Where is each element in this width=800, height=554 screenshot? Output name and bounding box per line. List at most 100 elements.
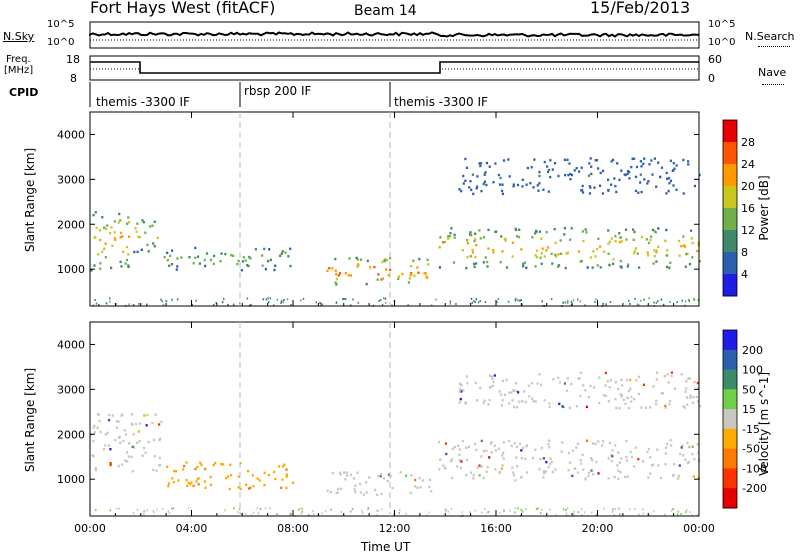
scatter-point bbox=[301, 507, 304, 510]
scatter-point bbox=[575, 167, 578, 170]
scatter-point bbox=[233, 507, 235, 510]
scatter-point bbox=[428, 478, 431, 481]
scatter-point bbox=[626, 170, 630, 173]
scatter-point bbox=[685, 380, 688, 383]
scatter-point bbox=[582, 239, 585, 243]
scatter-point bbox=[677, 510, 680, 513]
scatter-point bbox=[502, 441, 505, 444]
scatter-point bbox=[553, 228, 556, 231]
scatter-point bbox=[127, 264, 130, 267]
scatter-point bbox=[359, 491, 362, 494]
scatter-point bbox=[410, 265, 413, 268]
scatter-point bbox=[428, 511, 431, 514]
scatter-point bbox=[132, 511, 135, 514]
scatter-point bbox=[386, 480, 389, 483]
scatter-point bbox=[120, 463, 124, 466]
scatter-point bbox=[515, 445, 519, 449]
nsearch-label: N.Search bbox=[745, 30, 795, 43]
scatter-point bbox=[510, 391, 513, 394]
scatter-point bbox=[687, 445, 691, 449]
scatter-point bbox=[99, 430, 102, 434]
scatter-point bbox=[520, 508, 522, 511]
scatter-point bbox=[469, 180, 472, 183]
scatter-point bbox=[409, 274, 412, 277]
scatter-point bbox=[251, 474, 254, 477]
scatter-point bbox=[407, 281, 410, 284]
scatter-point bbox=[119, 231, 123, 235]
scatter-point bbox=[618, 407, 621, 410]
scatter-point bbox=[461, 511, 463, 514]
scatter-point bbox=[565, 252, 568, 255]
scatter-point bbox=[565, 508, 567, 511]
scatter-point bbox=[274, 264, 277, 267]
colorbar-swatch bbox=[723, 252, 737, 275]
scatter-point bbox=[438, 468, 441, 471]
scatter-point bbox=[104, 242, 107, 245]
scatter-point bbox=[161, 300, 163, 303]
scatter-point bbox=[444, 508, 447, 511]
scatter-point bbox=[538, 373, 541, 376]
scatter-point bbox=[510, 444, 513, 448]
scatter-point bbox=[301, 510, 304, 513]
scatter-point bbox=[474, 381, 477, 385]
scatter-point bbox=[672, 184, 675, 187]
scatter-point bbox=[214, 461, 217, 465]
scatter-point bbox=[450, 458, 454, 461]
scatter-point bbox=[290, 304, 292, 307]
scatter-point bbox=[126, 222, 129, 225]
scatter-point bbox=[269, 507, 271, 510]
scatter-point bbox=[469, 255, 472, 258]
scatter-point bbox=[603, 250, 606, 253]
scatter-point bbox=[444, 442, 448, 445]
scatter-point bbox=[250, 514, 253, 517]
scatter-point bbox=[487, 403, 490, 406]
scatter-point bbox=[344, 272, 347, 275]
scatter-point bbox=[538, 182, 541, 185]
scatter-point bbox=[213, 254, 216, 258]
scatter-point bbox=[461, 439, 464, 443]
scatter-point bbox=[113, 237, 116, 240]
scatter-point bbox=[638, 304, 640, 307]
scatter-point bbox=[597, 237, 600, 240]
power-data-layer bbox=[90, 157, 701, 307]
scatter-point bbox=[515, 389, 518, 393]
scatter-point bbox=[223, 298, 225, 301]
scatter-point bbox=[447, 235, 450, 238]
scatter-point bbox=[281, 250, 284, 253]
scatter-point bbox=[585, 231, 588, 234]
colorbar-tick-label: 28 bbox=[741, 136, 755, 149]
scatter-point bbox=[628, 299, 630, 302]
scatter-point bbox=[544, 470, 547, 473]
scatter-point bbox=[474, 255, 477, 259]
scatter-point bbox=[152, 242, 155, 245]
scatter-point bbox=[473, 239, 476, 243]
scatter-point bbox=[232, 303, 235, 306]
scatter-point bbox=[501, 464, 504, 467]
scatter-point bbox=[105, 302, 108, 305]
scatter-point bbox=[652, 463, 655, 466]
colorbar-swatch bbox=[723, 164, 737, 187]
scatter-point bbox=[492, 249, 495, 252]
scatter-point bbox=[620, 378, 623, 382]
scatter-point bbox=[577, 377, 580, 380]
scatter-point bbox=[451, 476, 454, 480]
scatter-point bbox=[607, 400, 610, 403]
scatter-point bbox=[479, 237, 482, 240]
scatter-point bbox=[545, 460, 548, 464]
scatter-point bbox=[224, 509, 226, 512]
scatter-point bbox=[531, 236, 534, 239]
scatter-point bbox=[547, 465, 550, 469]
scatter-point bbox=[516, 465, 519, 468]
scatter-point bbox=[599, 245, 602, 248]
scatter-point bbox=[118, 436, 121, 440]
scatter-point bbox=[514, 479, 517, 482]
scatter-point bbox=[468, 186, 471, 189]
scatter-point bbox=[117, 221, 120, 224]
x-tick-label: 00:00 bbox=[683, 522, 715, 535]
scatter-point bbox=[594, 159, 597, 162]
scatter-point bbox=[381, 303, 384, 306]
scatter-point bbox=[520, 248, 523, 251]
scatter-point bbox=[554, 253, 557, 257]
scatter-point bbox=[612, 262, 615, 266]
